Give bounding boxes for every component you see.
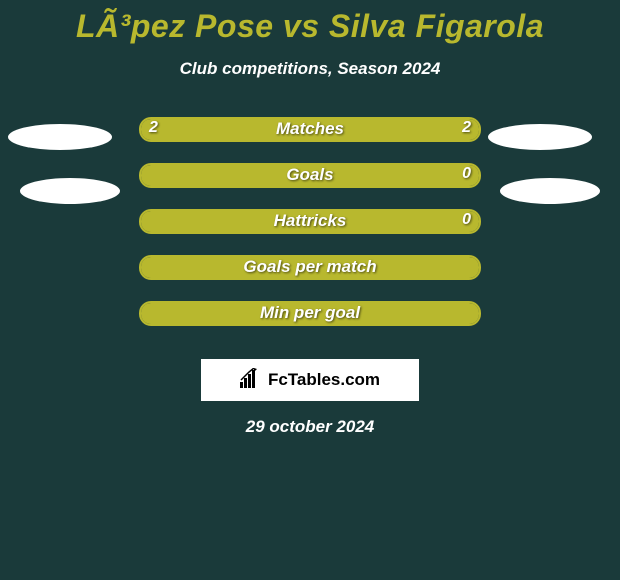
stat-row: Goals per match: [0, 255, 620, 301]
comparison-card: LÃ³pez Pose vs Silva Figarola Club compe…: [0, 0, 620, 437]
stat-label: Matches: [139, 119, 481, 139]
stats-list: Matches22Goals0Hattricks0Goals per match…: [0, 117, 620, 347]
stat-label: Hattricks: [139, 211, 481, 231]
page-title: LÃ³pez Pose vs Silva Figarola: [0, 8, 620, 45]
date-text: 29 october 2024: [0, 417, 620, 437]
stat-value-left: 2: [149, 119, 158, 137]
stat-row: Hattricks0: [0, 209, 620, 255]
stat-value-right: 0: [462, 165, 471, 183]
subtitle: Club competitions, Season 2024: [0, 59, 620, 79]
chart-icon: [240, 368, 262, 393]
logo-text: FcTables.com: [268, 370, 380, 390]
stat-label: Goals: [139, 165, 481, 185]
stat-value-right: 2: [462, 119, 471, 137]
logo-box: FcTables.com: [201, 359, 419, 401]
cloud-shape: [500, 178, 600, 204]
stat-label: Goals per match: [139, 257, 481, 277]
cloud-shape: [488, 124, 592, 150]
cloud-shape: [20, 178, 120, 204]
cloud-shape: [8, 124, 112, 150]
stat-row: Min per goal: [0, 301, 620, 347]
stat-label: Min per goal: [139, 303, 481, 323]
stat-value-right: 0: [462, 211, 471, 229]
